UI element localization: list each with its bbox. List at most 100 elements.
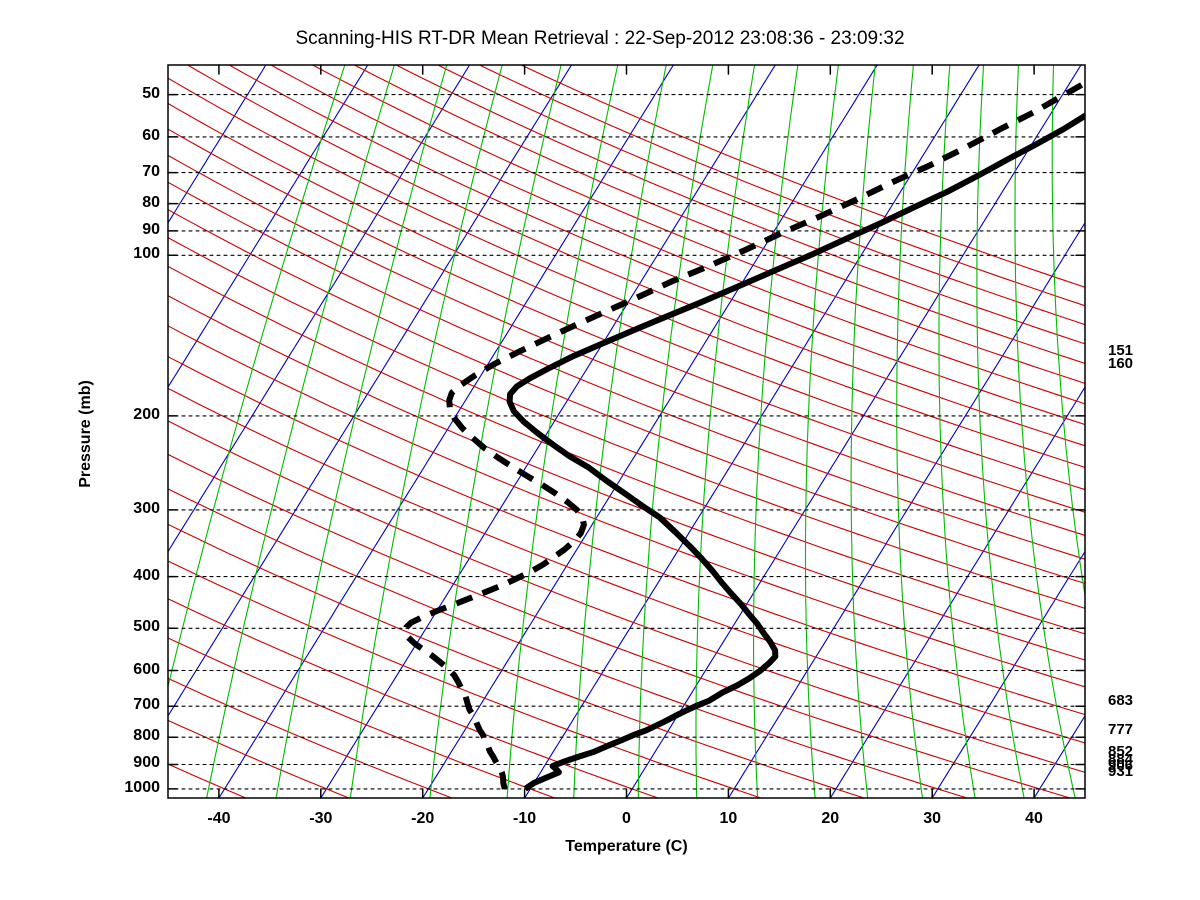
isotherm-line [829, 386, 1085, 798]
y-tick-label: 1000 [124, 778, 160, 796]
isotherm-line [168, 65, 573, 717]
dry-adiabat-line [168, 325, 1085, 688]
mixing-ratio-line [1051, 65, 1085, 599]
isotherm-line [218, 65, 674, 798]
dry-adiabat-line [520, 65, 1085, 288]
dry-adiabat-line [168, 181, 1085, 560]
y-tick-label: 100 [133, 245, 160, 263]
y-tick-label: 70 [142, 162, 160, 180]
dry-adiabat-line [168, 677, 453, 798]
dry-adiabat-line [168, 295, 1085, 661]
y-tick-label: 60 [142, 126, 160, 144]
right-pressure-label: 683 [1108, 691, 1134, 709]
x-tick-label: -40 [207, 810, 231, 827]
dry-adiabat-line [270, 65, 1085, 405]
mixing-ratio-line [850, 65, 876, 798]
dry-adiabat-line [312, 65, 1085, 384]
dry-adiabat-line [187, 65, 1085, 447]
dry-adiabat-line [168, 356, 1085, 716]
isotherm-line [625, 65, 1082, 798]
y-tick-label: 200 [133, 405, 160, 423]
isotherm-line [931, 550, 1085, 798]
isotherm-line [727, 221, 1085, 798]
x-tick-label: 40 [1025, 810, 1043, 827]
mixing-ratio-line [1086, 65, 1175, 798]
dry-adiabat-line [168, 77, 1085, 468]
isotherm-line [422, 65, 878, 798]
x-tick-label: 0 [622, 810, 631, 827]
y-tick-label: 80 [142, 193, 160, 211]
mixing-ratio-line [1014, 65, 1076, 798]
dry-adiabat-line [395, 65, 1085, 345]
dry-adiabat-line [168, 598, 659, 798]
y-tick-label: 800 [133, 727, 160, 745]
axis-tickmarks [167, 64, 1086, 799]
y-tick-label: 900 [133, 754, 160, 772]
dry-adiabat-line [168, 420, 1085, 773]
dry-adiabat-line [168, 236, 1085, 609]
isotherm-line [0, 65, 62, 798]
dry-adiabat-line [168, 208, 1085, 584]
isotherm-line [1033, 714, 1085, 798]
mixing-ratio-line [275, 65, 448, 798]
dry-adiabat-line [168, 719, 350, 798]
y-axis-ticks: 50 60 70 80 90 100 200 300 400 500 600 700 800 900 100… [88, 0, 160, 900]
right-pressure-label: 151 [1108, 341, 1134, 359]
dry-adiabat-line [478, 65, 1085, 307]
mixing-ratio-line [206, 65, 395, 798]
isotherm-line [320, 65, 776, 798]
right-pressure-label: 884 [1108, 751, 1134, 769]
dry-adiabat-line [168, 453, 1071, 798]
chart-title: Scanning-HIS RT-DR Mean Retrieval : 22-S… [295, 28, 905, 49]
y-tick-label: 500 [133, 618, 160, 636]
isotherm-line [1136, 65, 1200, 798]
isotherm-line [524, 65, 980, 798]
dry-adiabat-line [168, 560, 762, 798]
isotherm-line [168, 65, 369, 389]
dry-adiabat-line [168, 637, 556, 798]
isotherm-lines [0, 65, 1200, 798]
dry-adiabat-line [0, 438, 40, 798]
right-pressure-label: 931 [1108, 763, 1134, 781]
mixing-ratio-line [938, 65, 976, 798]
mixing-ratio-line [896, 65, 924, 798]
y-tick-label: 90 [142, 220, 160, 238]
mixing-ratio-line [349, 65, 503, 798]
y-tick-label: 700 [133, 696, 160, 714]
x-tick-label: 20 [821, 810, 840, 827]
mixing-ratio-line [506, 65, 619, 798]
right-pressure-label: 777 [1108, 721, 1134, 739]
mixing-ratio-line [637, 65, 714, 798]
dry-adiabat-line [228, 65, 1085, 426]
dry-adiabat-line [168, 265, 1085, 635]
x-tick-label: 30 [923, 810, 942, 827]
right-pressure-label: 160 [1108, 355, 1134, 373]
mixing-ratio-line [429, 65, 562, 798]
mixing-ratio-line [695, 65, 756, 798]
right-pressure-label: 852 [1108, 742, 1134, 760]
mixing-ratio-line [804, 65, 839, 798]
x-tick-label: 10 [719, 810, 738, 827]
isotherm-line [168, 65, 267, 224]
x-tick-label: -10 [513, 810, 537, 827]
mixing-ratio-line [168, 65, 346, 689]
mixing-ratio-line [573, 65, 667, 798]
mixing-ratio-line [976, 65, 1025, 798]
dry-adiabat-line [168, 387, 1085, 744]
dry-adiabat-line [168, 102, 1085, 491]
y-tick-label: 600 [133, 660, 160, 678]
isotherm-line [168, 65, 471, 553]
x-tick-label: -30 [309, 810, 333, 827]
x-tick-label: -20 [411, 810, 435, 827]
mixing-ratio-lines [168, 65, 1175, 798]
pressure-gridlines [168, 94, 1085, 790]
y-tick-label: 400 [133, 566, 160, 584]
y-tick-label: 50 [142, 84, 160, 102]
dry-adiabat-lines [0, 65, 1085, 798]
y-tick-label: 300 [133, 499, 160, 517]
dry-adiabat-line [353, 65, 1085, 364]
dry-adiabat-line [437, 65, 1085, 326]
dry-adiabat-line [168, 128, 1085, 513]
